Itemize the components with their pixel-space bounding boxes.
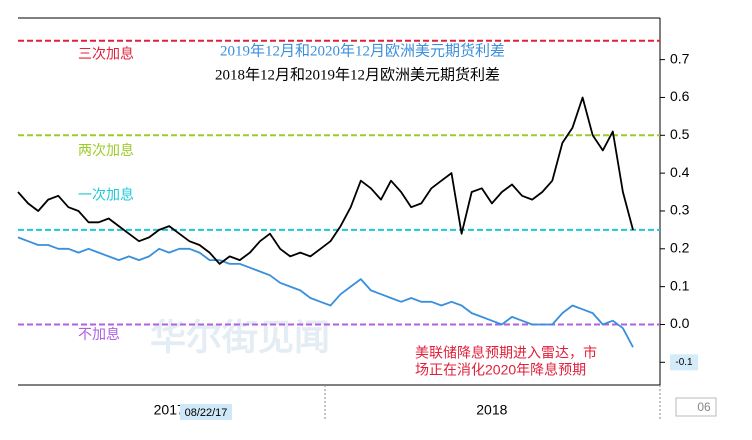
reference-label: 三次加息 [78, 45, 134, 61]
date-box [180, 404, 232, 420]
page-label: 06 [697, 400, 711, 414]
annotation: 美联储降息预期进入雷达，市 [415, 345, 597, 361]
y-tick-label: 0.5 [670, 126, 690, 142]
y-tick-label: 0.7 [670, 50, 690, 66]
y-tick-label: 0.1 [670, 277, 690, 293]
y-tick-label: 0.3 [670, 202, 690, 218]
series-line [17, 236, 634, 348]
series-line [17, 96, 634, 265]
x-tick-label: 2017 [154, 402, 185, 418]
reference-label: 两次加息 [78, 142, 134, 158]
y-tick-label: -0.1 [675, 357, 693, 368]
watermark: 华尔街见闻 [150, 317, 330, 358]
legend-entry: 2019年12月和2020年12月欧洲美元期货利差 [220, 42, 505, 59]
date-label: 08/22/17 [185, 407, 228, 419]
y-tick-label: 0.6 [670, 88, 690, 104]
annotation: 场正在消化2020年降息预期 [415, 362, 586, 378]
y-tick-label: 0.4 [670, 164, 690, 180]
legend-entry: 2018年12月和2019年12月欧洲美元期货利差 [215, 66, 500, 83]
y-tick-label: 0.0 [670, 315, 690, 331]
reference-label: 不加息 [78, 326, 120, 342]
tick-label-box [670, 354, 698, 371]
y-tick-label: 0.2 [670, 239, 690, 255]
x-tick-label: 2018 [476, 402, 507, 418]
page-box [675, 397, 717, 417]
reference-label: 一次加息 [78, 187, 134, 203]
